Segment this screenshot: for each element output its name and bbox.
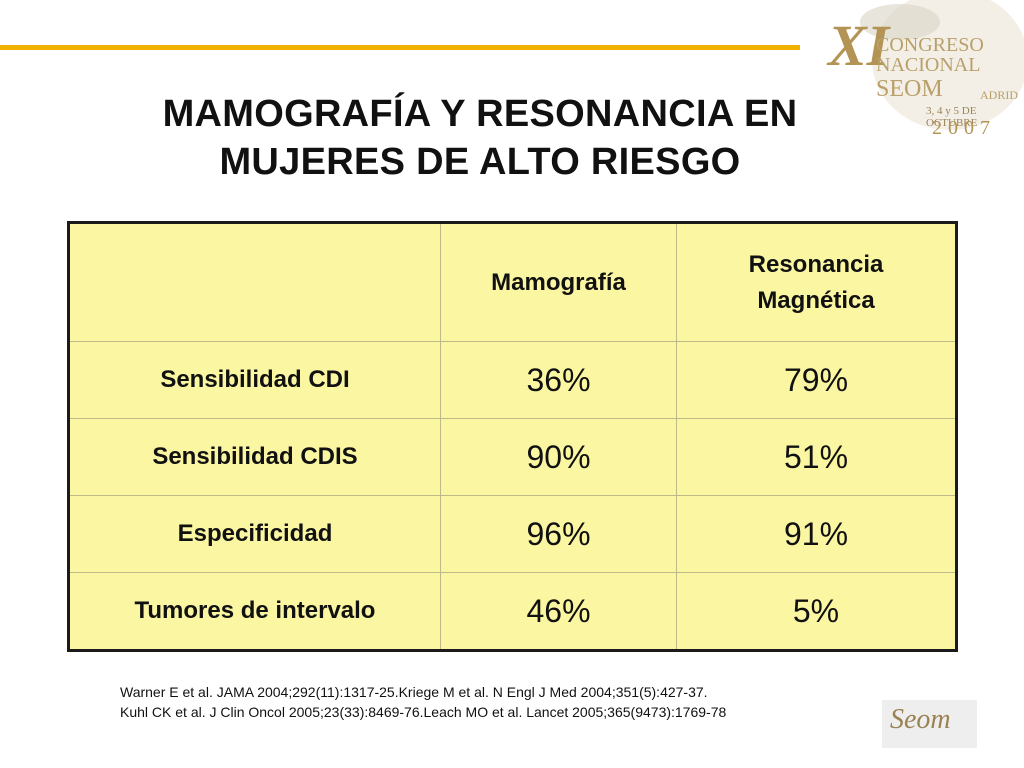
header-empty-cell: [68, 222, 441, 342]
table-row: Sensibilidad CDIS 90% 51%: [68, 418, 957, 496]
row-label: Sensibilidad CDI: [68, 341, 441, 419]
logo-city: ADRID: [980, 88, 1018, 102]
row-label: Especificidad: [68, 495, 441, 573]
reference-line-1: Warner E et al. JAMA 2004;292(11):1317-2…: [120, 684, 708, 700]
resonancia-value: 79%: [676, 341, 957, 419]
references: Warner E et al. JAMA 2004;292(11):1317-2…: [120, 682, 726, 722]
title-line-2: MUJERES DE ALTO RIESGO: [219, 141, 741, 183]
table-row: Tumores de intervalo 46% 5%: [68, 572, 957, 651]
header-mamografia: Mamografía: [440, 222, 677, 342]
logo-line-nacional: NACIONAL: [876, 54, 981, 76]
header-resonancia: Resonancia Magnética: [676, 222, 957, 342]
logo-year: 2007: [932, 117, 996, 139]
table-header-row: Mamografía Resonancia Magnética: [68, 222, 957, 342]
comparison-table: Mamografía Resonancia Magnética Sensibil…: [67, 221, 958, 652]
resonancia-value: 5%: [676, 572, 957, 651]
row-label: Tumores de intervalo: [68, 572, 441, 651]
logo-brand: SEOM: [876, 76, 943, 102]
reference-line-2: Kuhl CK et al. J Clin Oncol 2005;23(33):…: [120, 704, 727, 720]
mamografia-value: 96%: [440, 495, 677, 573]
seom-corner-logo: Seom: [882, 700, 977, 748]
top-accent-rule: [0, 45, 800, 50]
globe-ornament-icon: [860, 0, 1024, 130]
congress-logo: XI CONGRESO NACIONAL SEOM ADRID 3, 4 y 5…: [790, 0, 1024, 150]
mamografia-value: 46%: [440, 572, 677, 651]
table-row: Especificidad 96% 91%: [68, 495, 957, 573]
resonancia-value: 91%: [676, 495, 957, 573]
logo-dates: 3, 4 y 5 DE OCTUBRE: [926, 105, 978, 129]
logo-roman-numeral: XI: [828, 13, 890, 78]
row-label: Sensibilidad CDIS: [68, 418, 441, 496]
title-line-1: MAMOGRAFÍA Y RESONANCIA EN: [162, 93, 798, 135]
mamografia-value: 90%: [440, 418, 677, 496]
table-row: Sensibilidad CDI 36% 79%: [68, 341, 957, 419]
logo-line-congreso: CONGRESO: [876, 34, 984, 56]
mamografia-value: 36%: [440, 341, 677, 419]
corner-logo-text: Seom: [890, 704, 951, 735]
resonancia-value: 51%: [676, 418, 957, 496]
slide-title: MAMOGRAFÍA Y RESONANCIA EN MUJERES DE AL…: [70, 90, 890, 186]
